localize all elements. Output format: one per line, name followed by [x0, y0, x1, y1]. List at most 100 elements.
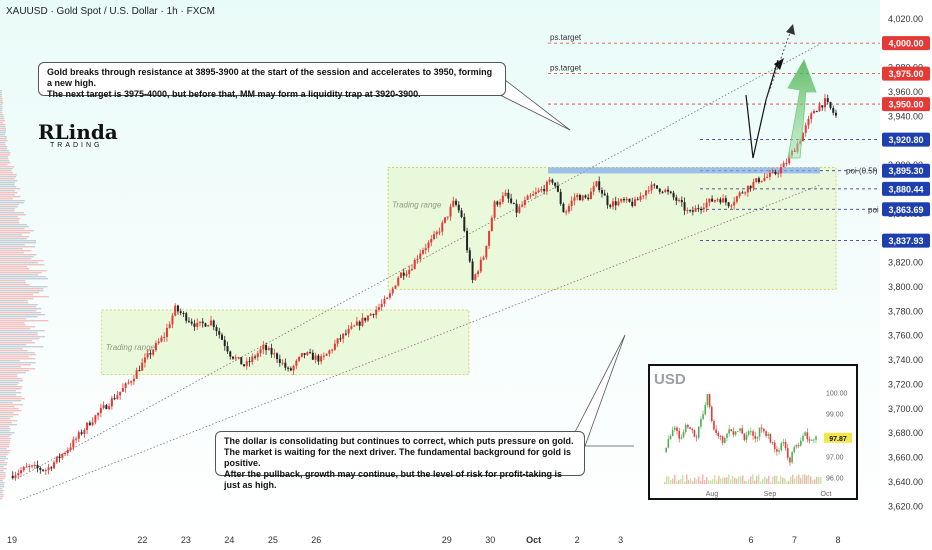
price-badge[interactable] [882, 36, 930, 51]
candle-body [424, 248, 427, 251]
volume-profile-bar [0, 356, 29, 358]
inset-volume-bar [714, 475, 716, 484]
candle-body [347, 328, 350, 334]
price-badge[interactable] [882, 66, 930, 81]
candle-body [300, 353, 303, 357]
volume-profile-bar [0, 384, 18, 386]
candle-body [812, 111, 815, 114]
volume-profile-bar [0, 90, 2, 92]
volume-profile-bar [0, 398, 25, 400]
candle-body [25, 466, 28, 468]
candle-body [61, 454, 64, 459]
inset-candle-body [684, 424, 687, 432]
candle-body [410, 269, 413, 271]
candle-body [523, 199, 526, 205]
candle-body [501, 195, 504, 202]
candle-body [240, 357, 243, 365]
candle-body [598, 181, 601, 191]
candle-body [512, 202, 515, 204]
candle-body [14, 475, 17, 479]
volume-profile-bar [0, 204, 19, 206]
y-tick-label: 3,800.00 [888, 282, 923, 292]
candle-body [364, 317, 367, 321]
volume-profile-bar [0, 252, 24, 254]
candle-body [559, 191, 562, 204]
candle-body [554, 182, 557, 186]
inset-volume-bar [706, 477, 708, 484]
candle-body [515, 203, 518, 213]
candle-body [405, 273, 408, 276]
volume-profile-bar [0, 372, 26, 374]
price-badge[interactable] [882, 97, 930, 112]
volume-profile-bar [0, 326, 36, 328]
volume-profile-bar [0, 330, 45, 332]
candle-body [201, 321, 204, 324]
candle-body [485, 245, 488, 258]
y-tick-label: 3,780.00 [888, 306, 923, 316]
candle-body [576, 194, 579, 198]
candle-body [322, 355, 325, 357]
volume-profile-bar [0, 250, 32, 252]
y-tick-label: 3,760.00 [888, 331, 923, 341]
inset-candle-body [732, 431, 735, 435]
inset-volume-bar [746, 481, 748, 484]
candle-body [788, 155, 791, 164]
candle-body [548, 179, 551, 182]
inset-volume-bar [680, 479, 682, 484]
volume-profile-bar [0, 432, 15, 434]
candle-body [44, 470, 47, 472]
volume-profile-bar [0, 368, 36, 370]
candle-body [399, 272, 402, 278]
candle-body [675, 197, 678, 201]
inset-volume-bar [780, 475, 782, 484]
inset-volume-bar [762, 479, 764, 484]
candle-body [584, 195, 587, 198]
candle-body [152, 350, 155, 355]
candle-body [733, 201, 736, 206]
price-axis[interactable] [880, 0, 932, 528]
price-badge[interactable] [882, 181, 930, 196]
price-badge[interactable] [882, 163, 930, 178]
inset-candle-body [724, 437, 726, 443]
volume-profile-bar [0, 316, 38, 318]
price-badge[interactable] [882, 132, 930, 147]
inset-candle-body [671, 429, 674, 437]
volume-profile-bar [0, 266, 28, 268]
candle-body [438, 231, 441, 233]
volume-profile-bar [0, 448, 7, 450]
candle-body [697, 208, 700, 210]
volume-profile-bar [0, 484, 5, 486]
candle-body [578, 194, 581, 201]
volume-profile-bar [0, 462, 8, 464]
candle-body [832, 108, 835, 113]
price-badge[interactable] [882, 233, 930, 248]
volume-profile-bar [0, 286, 48, 288]
candle-body [622, 199, 625, 201]
candle-body [537, 190, 540, 193]
volume-profile-bar [0, 416, 13, 418]
volume-profile-bar [0, 114, 4, 116]
inset-volume-bar [724, 477, 726, 484]
brand-logo: RLinda TRADING [38, 120, 118, 154]
candle-body [744, 192, 747, 194]
candle-body [215, 326, 218, 332]
candle-body [656, 185, 659, 189]
volume-profile-bar [0, 390, 16, 392]
volume-profile-bar [0, 112, 3, 114]
candle-body [331, 349, 334, 351]
inset-volume-bar [754, 480, 756, 484]
inset-volume-bar [716, 480, 718, 484]
time-axis[interactable] [0, 528, 880, 550]
level-note: ps.target [550, 64, 582, 73]
x-tick-label: 19 [7, 535, 17, 545]
volume-profile-bar [0, 388, 22, 390]
candle-body [33, 465, 36, 467]
volume-profile-bar [0, 352, 35, 354]
price-badge[interactable] [882, 202, 930, 217]
volume-profile-bar [0, 258, 32, 260]
candle-body [391, 288, 394, 294]
volume-profile-bar [0, 382, 19, 384]
volume-profile-bar [0, 486, 5, 488]
candle-body [182, 312, 185, 314]
candle-body [369, 314, 372, 316]
